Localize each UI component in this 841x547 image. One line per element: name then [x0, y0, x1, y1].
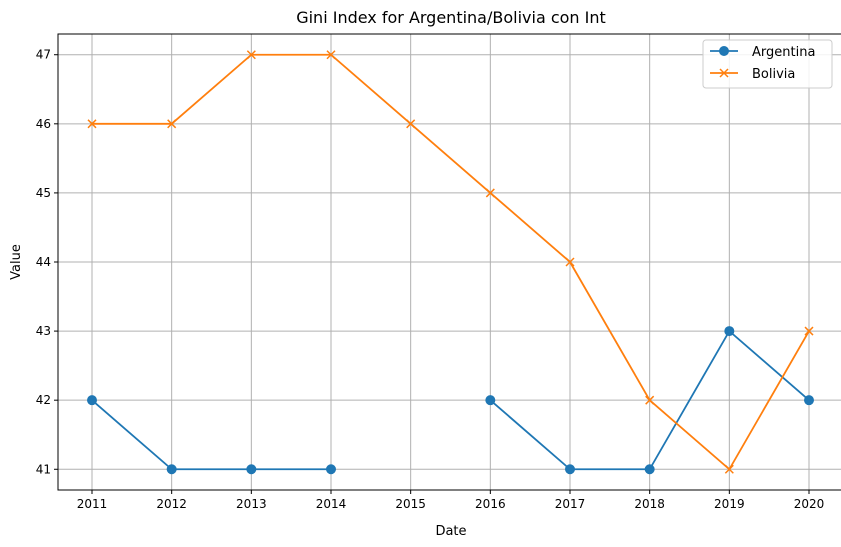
bolivia-point: [724, 464, 734, 474]
legend-marker-bolivia: [719, 68, 729, 78]
bolivia-point: [804, 326, 814, 336]
series-layer: [87, 50, 814, 475]
y-tick-label: 43: [36, 324, 51, 338]
x-tick-label: 2014: [316, 497, 347, 511]
x-tick-label: 2013: [236, 497, 267, 511]
y-tick-label: 41: [36, 462, 51, 476]
x-tick-label: 2011: [77, 497, 108, 511]
legend: Argentina Bolivia: [702, 39, 833, 89]
argentina-point: [724, 326, 735, 337]
argentina-point: [246, 464, 257, 475]
bolivia-point: [87, 119, 97, 129]
x-tick-label: 2018: [634, 497, 665, 511]
series-argentina: [87, 326, 814, 475]
argentina-line: [91, 399, 331, 471]
bolivia-point: [485, 188, 495, 198]
argentina-point: [326, 464, 336, 475]
bolivia-point: [326, 50, 336, 60]
legend-marker-argentina: [719, 46, 729, 56]
bolivia-point: [565, 257, 575, 267]
y-axis-label: Value: [9, 244, 24, 280]
x-tick-label: 2012: [156, 497, 187, 511]
y-tick-label: 45: [36, 186, 51, 200]
bolivia-line: [92, 53, 810, 471]
x-tick-label: 2020: [794, 497, 825, 511]
bolivia-point: [246, 50, 256, 60]
y-tick-label: 44: [36, 255, 51, 269]
x-axis-label: Date: [435, 524, 466, 539]
axis-ticks: 2011 2012 2013 2014 2015 2016 2017 2018 2019 2020…: [36, 48, 825, 511]
legend-label-bolivia: Bolivia: [752, 67, 795, 82]
bolivia-point: [645, 395, 655, 405]
chart-title: Gini Index for Argentina/Bolivia con Int: [296, 8, 606, 27]
x-tick-label: 2016: [475, 497, 506, 511]
y-tick-label: 46: [36, 117, 51, 131]
argentina-point: [87, 395, 97, 406]
argentina-point: [644, 464, 655, 475]
argentina-point: [804, 395, 814, 406]
argentina-point: [485, 395, 496, 406]
y-tick-label: 42: [36, 393, 51, 407]
bolivia-point: [406, 119, 416, 129]
x-tick-label: 2019: [714, 497, 745, 511]
argentina-point: [166, 464, 177, 475]
legend-box: [702, 39, 833, 89]
series-bolivia: [87, 50, 814, 474]
grid: [58, 34, 841, 490]
x-tick-label: 2017: [555, 497, 586, 511]
x-tick-label: 2015: [395, 497, 426, 511]
y-tick-label: 47: [36, 48, 51, 62]
bolivia-point: [167, 119, 177, 129]
legend-label-argentina: Argentina: [752, 45, 815, 60]
argentina-point: [565, 464, 575, 475]
